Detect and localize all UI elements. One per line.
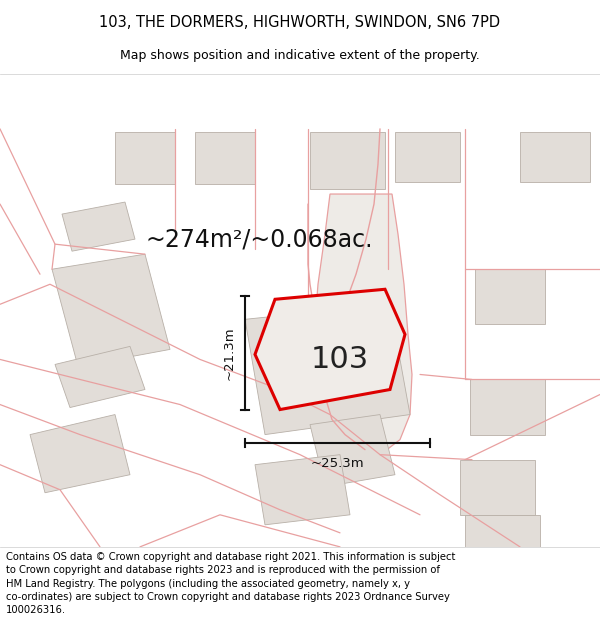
Polygon shape [470,379,545,434]
Polygon shape [255,289,405,409]
Polygon shape [195,132,255,184]
Text: ~274m²/~0.068ac.: ~274m²/~0.068ac. [145,227,373,251]
Polygon shape [395,132,460,182]
Polygon shape [62,202,135,251]
Polygon shape [312,194,412,457]
Polygon shape [310,414,395,487]
Text: to Crown copyright and database rights 2023 and is reproduced with the permissio: to Crown copyright and database rights 2… [6,566,440,576]
Polygon shape [310,132,385,189]
Text: co-ordinates) are subject to Crown copyright and database rights 2023 Ordnance S: co-ordinates) are subject to Crown copyr… [6,592,450,602]
Polygon shape [30,414,130,492]
Polygon shape [460,459,535,515]
Polygon shape [465,515,540,547]
Text: 103, THE DORMERS, HIGHWORTH, SWINDON, SN6 7PD: 103, THE DORMERS, HIGHWORTH, SWINDON, SN… [100,14,500,29]
Polygon shape [475,269,545,324]
Polygon shape [55,346,145,408]
Text: Contains OS data © Crown copyright and database right 2021. This information is : Contains OS data © Crown copyright and d… [6,552,455,562]
Text: ~25.3m: ~25.3m [311,457,364,469]
Polygon shape [115,132,175,184]
Text: HM Land Registry. The polygons (including the associated geometry, namely x, y: HM Land Registry. The polygons (includin… [6,579,410,589]
Text: ~21.3m: ~21.3m [223,326,235,380]
Polygon shape [52,254,170,366]
Polygon shape [245,304,410,434]
Text: 103: 103 [311,345,369,374]
Text: Map shows position and indicative extent of the property.: Map shows position and indicative extent… [120,49,480,62]
Text: 100026316.: 100026316. [6,606,66,616]
Polygon shape [255,454,350,525]
Polygon shape [520,132,590,182]
